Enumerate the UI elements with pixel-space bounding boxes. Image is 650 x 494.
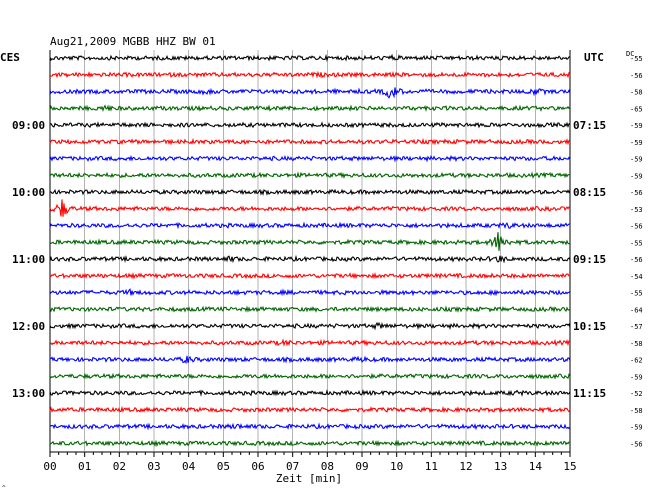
dc-value-label: -62 [630,357,643,365]
seismic-trace [49,232,571,251]
x-tick-label: 02 [113,460,126,473]
seismic-trace [49,171,571,180]
seismic-trace [49,87,571,99]
dc-value-label: -65 [630,105,643,113]
x-tick-label: 04 [182,460,196,473]
dc-value-label: -58 [630,407,643,415]
seismic-trace [49,338,571,347]
seismic-trace [49,321,571,331]
dc-value-label: -56 [630,223,643,231]
dc-value-label: -56 [630,72,643,80]
x-tick-label: 10 [390,460,403,473]
seismic-trace [49,137,571,146]
seismic-trace [49,355,571,365]
dc-value-label: -52 [630,390,643,398]
seismic-trace [49,305,571,314]
dc-value-label: -59 [630,373,643,381]
left-time-label: 12:00 [12,320,45,333]
seismic-trace [49,254,571,264]
dc-value-label: -58 [630,89,643,97]
x-axis-label: Zeit [min] [276,472,342,485]
seismic-trace [49,372,571,380]
seismic-trace [49,121,571,129]
seismic-trace [49,388,571,397]
right-time-label: 08:15 [573,186,606,199]
dc-value-label: -56 [630,189,643,197]
dc-value-label: -54 [630,273,643,281]
dc-value-label: -59 [630,172,643,180]
dc-value-label: -59 [630,156,643,164]
right-time-label: 11:15 [573,387,606,400]
grid-lines [49,50,571,457]
dc-value-label: -53 [630,206,643,214]
dc-header-label: DC [626,50,634,58]
labels-group: 00 01 02 03 04 05 06 07 08 09 10 11 12 13 14 15 -55 -56 -5… [12,55,643,473]
seismic-trace [49,70,571,79]
seismic-trace [49,405,571,414]
x-tick-label: 13 [494,460,507,473]
left-timezone-label: CES [0,51,20,64]
seismic-trace [49,288,571,297]
right-time-label: 09:15 [573,253,606,266]
dc-value-label: -55 [630,290,643,298]
dc-value-label: -59 [630,424,643,432]
x-tick-label: 11 [425,460,438,473]
traces-group [49,53,571,448]
x-tick-label: 09 [355,460,368,473]
seismic-trace [49,221,571,230]
x-tick-label: 14 [529,460,543,473]
right-timezone-label: UTC [584,51,604,64]
dc-value-label: -59 [630,122,643,130]
dc-value-label: -56 [630,440,643,448]
corner-mark: ^ [2,485,6,492]
seismic-trace [49,439,571,448]
left-time-label: 10:00 [12,186,45,199]
x-tick-label: 12 [459,460,472,473]
seismic-trace [49,422,571,431]
x-tick-label: 05 [217,460,230,473]
chart-title: Aug21,2009 MGBB HHZ BW 01 [50,35,216,48]
seismic-trace [49,199,571,217]
x-tick-label: 08 [321,460,334,473]
dc-value-label: -64 [630,306,643,314]
dc-value-label: -57 [630,323,643,331]
dc-value-label: -59 [630,139,643,147]
x-tick-label: 03 [147,460,160,473]
x-tick-label: 15 [563,460,576,473]
seismic-trace [49,271,571,280]
seismic-trace [49,53,571,63]
dc-value-label: -58 [630,340,643,348]
left-time-label: 11:00 [12,253,45,266]
dc-value-label: -55 [630,55,643,63]
left-time-label: 09:00 [12,119,45,132]
seismic-trace [49,188,571,197]
seismic-trace [49,104,571,113]
left-time-label: 13:00 [12,387,45,400]
dc-value-label: -56 [630,256,643,264]
x-tick-label: 00 [43,460,56,473]
seismic-trace [49,154,571,163]
x-tick-label: 01 [78,460,91,473]
right-time-label: 10:15 [573,320,606,333]
dc-value-label: -55 [630,239,643,247]
x-tick-label: 07 [286,460,299,473]
x-tick-label: 06 [251,460,264,473]
right-time-label: 07:15 [573,119,606,132]
